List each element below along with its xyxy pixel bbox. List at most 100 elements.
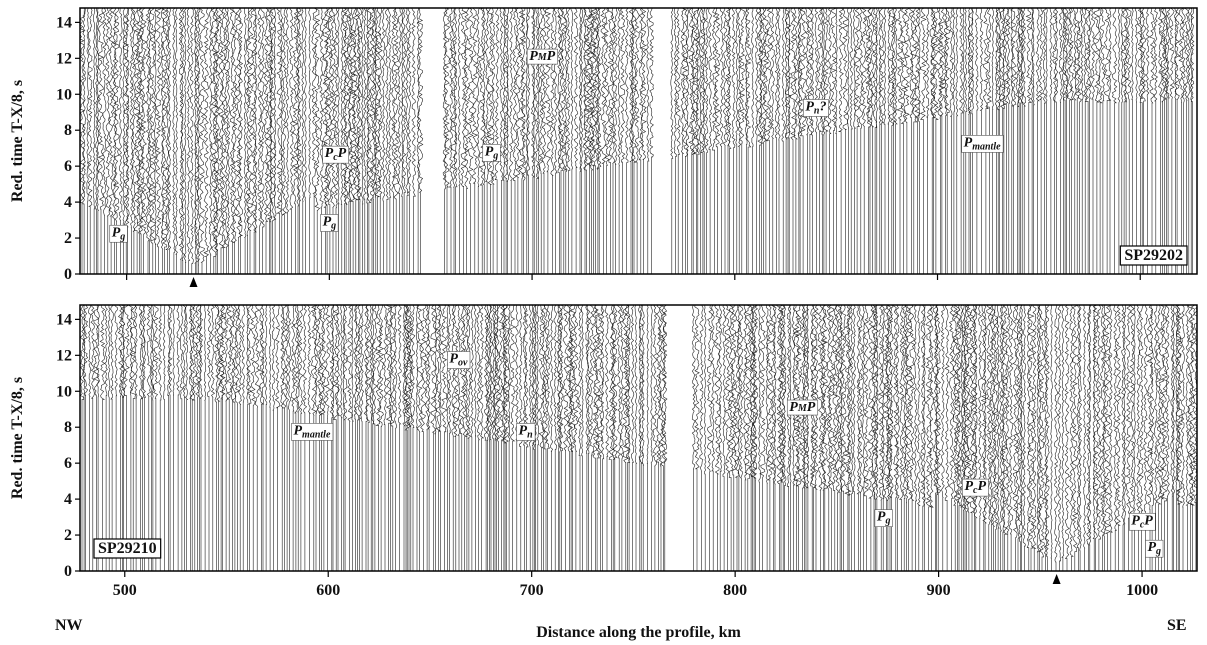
trace <box>215 8 221 274</box>
trace <box>837 8 844 274</box>
trace <box>699 8 702 274</box>
trace <box>292 8 299 274</box>
trace <box>553 305 558 571</box>
phase-post: ? <box>819 99 826 114</box>
trace <box>371 8 376 274</box>
trace <box>526 8 531 274</box>
trace <box>82 305 89 571</box>
trace <box>735 8 739 274</box>
trace <box>203 8 210 274</box>
y-tick-label: 8 <box>64 122 72 139</box>
trace <box>280 8 284 274</box>
trace <box>917 305 921 571</box>
trace <box>220 8 226 274</box>
trace <box>923 305 926 571</box>
trace <box>1005 305 1010 571</box>
trace <box>1174 8 1177 274</box>
trace <box>340 8 344 274</box>
trace <box>339 305 343 571</box>
trace <box>1145 8 1150 274</box>
trace <box>441 305 448 571</box>
trace <box>210 305 216 571</box>
trace <box>363 305 369 571</box>
trace <box>777 8 781 274</box>
trace <box>174 8 178 274</box>
trace <box>913 305 918 571</box>
trace <box>550 305 554 571</box>
trace <box>316 305 323 571</box>
trace <box>794 305 802 571</box>
trace <box>1074 8 1080 274</box>
trace <box>375 305 382 571</box>
y-tick-label: 4 <box>64 194 72 211</box>
trace <box>263 8 269 274</box>
trace <box>774 8 779 274</box>
phase-label: Pn? <box>805 99 826 116</box>
phase-sub: c <box>973 485 978 496</box>
trace <box>1088 305 1092 571</box>
trace <box>866 8 873 274</box>
trace <box>1123 8 1129 274</box>
trace <box>216 305 221 571</box>
trace <box>905 305 913 571</box>
trace <box>569 305 577 571</box>
trace <box>1165 305 1170 571</box>
trace <box>694 305 700 571</box>
trace <box>321 305 327 571</box>
trace <box>1015 305 1021 571</box>
trace <box>971 8 975 274</box>
trace <box>991 8 994 274</box>
trace <box>762 8 770 274</box>
trace <box>932 8 940 274</box>
trace <box>1176 305 1184 571</box>
trace <box>502 8 506 274</box>
trace <box>557 8 562 274</box>
trace <box>343 8 349 274</box>
trace <box>840 305 847 571</box>
trace <box>410 305 416 571</box>
trace <box>80 305 85 571</box>
trace <box>885 305 890 571</box>
phase-main: P <box>877 510 886 525</box>
trace <box>347 305 353 571</box>
trace <box>1129 305 1135 571</box>
trace <box>282 305 288 571</box>
trace <box>1012 305 1019 571</box>
trace <box>1133 305 1136 571</box>
trace <box>1175 305 1178 571</box>
trace <box>944 8 951 274</box>
trace <box>365 305 371 571</box>
shot-point <box>1052 574 1061 584</box>
trace <box>662 305 668 571</box>
trace <box>465 305 469 571</box>
trace <box>416 8 424 274</box>
trace <box>875 305 879 571</box>
trace <box>991 305 997 571</box>
trace <box>281 8 287 274</box>
phase-sub: c <box>1140 519 1145 530</box>
trace <box>854 8 861 274</box>
trace <box>586 8 593 274</box>
trace <box>1093 8 1101 274</box>
x-tick-label: 900 <box>927 582 951 599</box>
trace <box>813 305 819 571</box>
trace <box>773 305 777 571</box>
trace <box>353 305 358 571</box>
trace <box>580 8 584 274</box>
y-tick-label: 10 <box>56 383 72 400</box>
trace <box>168 305 173 571</box>
trace <box>983 8 990 274</box>
trace <box>515 8 521 274</box>
trace <box>865 8 872 274</box>
trace <box>285 8 290 274</box>
phase-sub: g <box>119 231 125 242</box>
trace <box>1003 8 1009 274</box>
trace <box>977 305 983 571</box>
phase-label: Pmantle <box>964 135 1001 152</box>
trace <box>1010 8 1017 274</box>
trace <box>389 305 393 571</box>
phase-sub: g <box>330 220 336 231</box>
trace <box>891 8 897 274</box>
trace <box>389 305 396 571</box>
y-tick-label: 12 <box>56 347 72 364</box>
